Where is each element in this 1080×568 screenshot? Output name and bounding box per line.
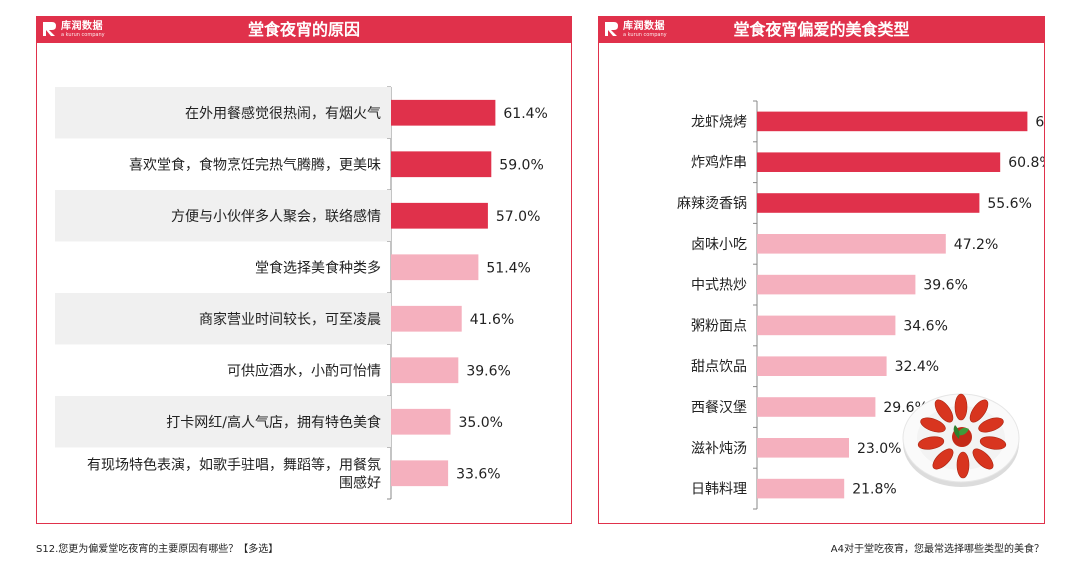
logo-sub: a kurun company	[623, 32, 667, 38]
bar	[391, 408, 451, 435]
reasons-bar-chart: 61.4% 在外用餐感觉很热闹，有烟火气 59.0% 喜欢堂食，食物烹饪完热气腾腾，更…	[55, 86, 548, 500]
bar	[757, 315, 896, 336]
category-label: 方便与小伙伴多人聚会，联络感情	[171, 208, 381, 225]
value-label: 39.6%	[923, 278, 967, 294]
bar	[757, 152, 1001, 172]
category-label: 日韩料理	[691, 482, 747, 498]
category-label: 麻辣烫香锅	[677, 196, 747, 212]
value-label: 51.4%	[486, 260, 530, 276]
bar	[757, 478, 845, 499]
logo-name: 库润数据	[623, 21, 665, 32]
bar	[391, 460, 449, 487]
logo-mark-icon	[43, 21, 57, 37]
right-chart-panel: 库润数据 a kurun company 堂食夜宵偏爱的美食类型 67.6% 龙虾…	[598, 16, 1045, 524]
value-label: 34.6%	[903, 318, 947, 334]
category-label: 堂食选择美食种类多	[255, 259, 381, 276]
logo-mark-icon	[605, 21, 619, 37]
bar	[391, 202, 488, 229]
category-label: 西餐汉堡	[691, 400, 747, 416]
value-label: 39.6%	[466, 363, 510, 379]
bar	[391, 99, 496, 126]
bar	[757, 397, 876, 417]
value-label: 35.0%	[459, 415, 503, 431]
right-panel-header: 库润数据 a kurun company 堂食夜宵偏爱的美食类型	[599, 17, 1044, 43]
right-chart-title: 堂食夜宵偏爱的美食类型	[733, 20, 910, 39]
left-chart-panel: 库润数据 a kurun company 堂食夜宵的原因 61.4% 在外用餐感觉…	[36, 16, 572, 524]
bar	[391, 151, 492, 178]
value-label: 47.2%	[954, 237, 998, 253]
row-band	[55, 396, 391, 448]
value-label: 33.6%	[456, 466, 500, 482]
bar	[391, 357, 459, 384]
row-band	[55, 293, 391, 345]
value-label: 21.8%	[852, 482, 896, 498]
left-panel-header: 库润数据 a kurun company 堂食夜宵的原因	[37, 17, 571, 43]
bar	[757, 438, 849, 458]
row-band	[55, 190, 391, 242]
category-label: 喜欢堂食，食物烹饪完热气腾腾，更美味	[129, 156, 381, 173]
value-label: 41.6%	[470, 312, 514, 328]
category-label: 滋补炖汤	[691, 441, 747, 457]
category-label: 有现场特色表演，如歌手驻唱，舞蹈等，用餐氛围感好	[87, 456, 381, 491]
category-label: 可供应酒水，小酌可怡情	[227, 362, 381, 379]
bar	[757, 111, 1028, 132]
category-label: 中式热炒	[691, 278, 747, 294]
category-label: 在外用餐感觉很热闹，有烟火气	[185, 105, 381, 122]
category-label: 炸鸡炸串	[691, 154, 747, 171]
value-label: 55.6%	[987, 196, 1031, 212]
category-label: 甜点饮品	[691, 359, 747, 375]
category-label: 龙虾烧烤	[691, 114, 747, 130]
bar	[757, 274, 916, 295]
right-footnote: A4对于堂吃夜宵，您最常选择哪些类型的美食？	[830, 544, 1044, 555]
category-label: 商家营业时间较长，可至凌晨	[199, 311, 381, 328]
value-label: 60.8%	[1008, 155, 1044, 171]
category-label: 打卡网红/高人气店，拥有特色美食	[166, 414, 381, 431]
category-label: 粥粉面点	[691, 317, 747, 334]
left-chart-title: 堂食夜宵的原因	[247, 20, 360, 39]
value-label: 67.6%	[1035, 114, 1044, 130]
value-label: 23.0%	[857, 441, 901, 457]
left-footnote: S12.您更为偏爱堂吃夜宵的主要原因有哪些？【多选】	[36, 544, 279, 555]
bar	[757, 234, 946, 254]
food-types-bar-chart: 67.6% 龙虾烧烤 60.8% 炸鸡炸串 55.6% 麻辣烫香锅 47.2% 卤味小吃 39.…	[677, 100, 1044, 510]
logo-name: 库润数据	[61, 21, 103, 32]
value-label: 57.0%	[496, 209, 540, 225]
kurun-logo: 库润数据 a kurun company	[43, 21, 105, 39]
bar	[757, 356, 887, 376]
value-label: 61.4%	[503, 106, 547, 122]
bar	[391, 305, 462, 332]
kurun-logo: 库润数据 a kurun company	[605, 21, 667, 39]
bar	[757, 193, 980, 213]
logo-sub: a kurun company	[61, 32, 105, 38]
row-band	[55, 87, 391, 139]
value-label: 32.4%	[895, 359, 939, 375]
category-label: 卤味小吃	[691, 237, 747, 253]
bar	[391, 254, 479, 281]
crayfish-plate-image	[902, 393, 1020, 487]
value-label: 59.0%	[499, 157, 543, 173]
